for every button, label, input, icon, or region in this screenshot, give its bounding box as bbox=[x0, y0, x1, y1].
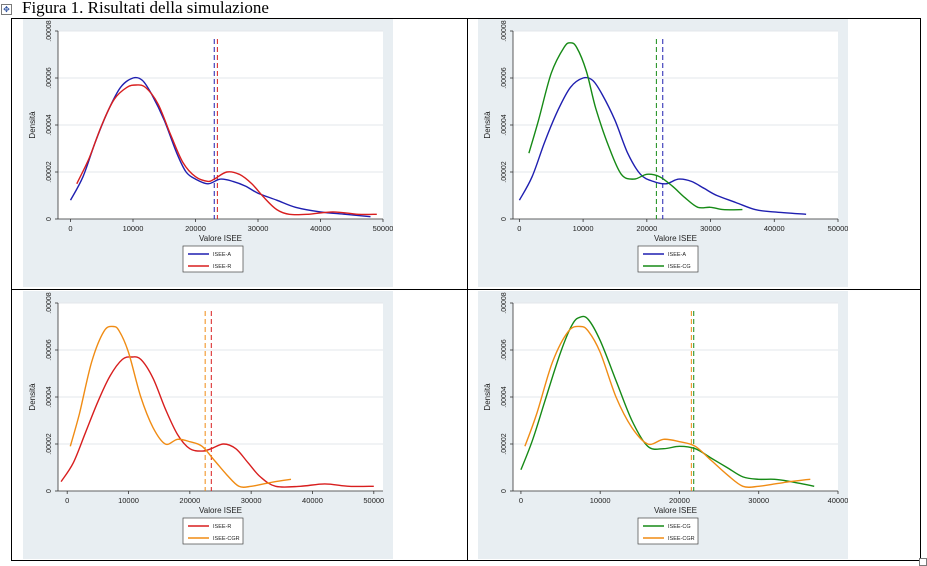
x-tick-label: 40000 bbox=[302, 496, 323, 505]
x-axis-title: Valore ISEE bbox=[654, 506, 697, 515]
y-tick-label: .00008 bbox=[46, 292, 53, 314]
series-line bbox=[60, 356, 374, 488]
legend-label: ISEE-CGR bbox=[668, 536, 695, 542]
y-tick-label: .00006 bbox=[501, 67, 508, 89]
x-tick-label: 20000 bbox=[185, 224, 206, 233]
y-tick-label: .00006 bbox=[46, 67, 53, 89]
legend: ISEE-A ISEE-R bbox=[182, 245, 244, 273]
y-tick-label: .00006 bbox=[46, 339, 53, 361]
x-tick-label: 40000 bbox=[310, 224, 331, 233]
x-axis-title: Valore ISEE bbox=[199, 234, 242, 243]
x-tick-label: 10000 bbox=[573, 224, 594, 233]
legend-label: ISEE-CG bbox=[668, 524, 691, 530]
y-axis-title: Densità bbox=[483, 383, 492, 411]
series-line bbox=[69, 325, 292, 488]
series-line bbox=[518, 76, 807, 215]
y-tick-label: .00008 bbox=[46, 20, 53, 42]
y-tick-label: 0 bbox=[501, 217, 508, 221]
legend-label: ISEE-R bbox=[213, 264, 231, 270]
x-tick-label: 30000 bbox=[700, 224, 721, 233]
x-tick-label: 0 bbox=[68, 224, 72, 233]
y-tick-label: .00002 bbox=[501, 161, 508, 183]
legend-label: ISEE-A bbox=[668, 252, 686, 258]
x-tick-label: 10000 bbox=[590, 496, 611, 505]
y-tick-label: .00004 bbox=[46, 114, 53, 136]
x-tick-label: 20000 bbox=[179, 496, 200, 505]
x-tick-label: 30000 bbox=[241, 496, 262, 505]
table-move-handle[interactable]: ✥ bbox=[1, 4, 12, 15]
y-tick-label: .00008 bbox=[501, 292, 508, 314]
x-tick-label: 50000 bbox=[828, 224, 848, 233]
y-axis-title: Densità bbox=[28, 383, 37, 411]
y-axis-title: Densità bbox=[28, 111, 37, 139]
y-tick-label: .00002 bbox=[46, 161, 53, 183]
chart-svg: 0 .00002 .00004 .00006 .00008 0 10000 20000 3000… bbox=[478, 19, 848, 287]
series-line bbox=[69, 76, 371, 218]
series-line bbox=[520, 315, 815, 487]
figure-caption: Figura 1. Risultati della simulazione bbox=[22, 0, 269, 17]
legend: ISEE-R ISEE-CGR bbox=[182, 517, 244, 545]
x-axis-title: Valore ISEE bbox=[199, 506, 242, 515]
legend: ISEE-A ISEE-CG bbox=[637, 245, 699, 273]
y-axis-title: Densità bbox=[483, 111, 492, 139]
x-tick-label: 30000 bbox=[748, 496, 769, 505]
x-tick-label: 40000 bbox=[764, 224, 785, 233]
x-tick-label: 50000 bbox=[363, 496, 384, 505]
y-tick-label: .00004 bbox=[501, 114, 508, 136]
y-tick-label: 0 bbox=[46, 489, 53, 493]
x-tick-label: 0 bbox=[517, 224, 521, 233]
chart-svg: 0 .00002 .00004 .00006 .00008 0 10000 20000 3000… bbox=[478, 291, 848, 559]
y-tick-label: .00008 bbox=[501, 20, 508, 42]
chart-panel-bottom-right: 0 .00002 .00004 .00006 .00008 0 10000 20000 3000… bbox=[478, 291, 848, 559]
y-tick-label: .00006 bbox=[501, 339, 508, 361]
legend-label: ISEE-CGR bbox=[213, 536, 240, 542]
x-tick-label: 20000 bbox=[636, 224, 657, 233]
chart-svg: 0 .00002 .00004 .00006 .00008 0 10000 20000 3000… bbox=[23, 291, 393, 559]
y-tick-label: 0 bbox=[46, 217, 53, 221]
legend-label: ISEE-R bbox=[213, 524, 231, 530]
y-tick-label: .00004 bbox=[501, 386, 508, 408]
x-axis-title: Valore ISEE bbox=[654, 234, 697, 243]
x-tick-label: 30000 bbox=[248, 224, 269, 233]
legend-box bbox=[182, 245, 244, 273]
legend-box bbox=[637, 517, 699, 545]
y-tick-label: 0 bbox=[501, 489, 508, 493]
x-tick-label: 10000 bbox=[118, 496, 139, 505]
legend: ISEE-CG ISEE-CGR bbox=[637, 517, 699, 545]
legend-label: ISEE-CG bbox=[668, 264, 691, 270]
y-tick-label: .00002 bbox=[501, 433, 508, 455]
x-tick-label: 50000 bbox=[373, 224, 393, 233]
x-tick-label: 20000 bbox=[669, 496, 690, 505]
legend-box bbox=[182, 517, 244, 545]
chart-panel-bottom-left: 0 .00002 .00004 .00006 .00008 0 10000 20000 3000… bbox=[23, 291, 393, 559]
chart-svg: 0 .00002 .00004 .00006 .00008 0 10000 20000 3000… bbox=[23, 19, 393, 287]
x-tick-label: 40000 bbox=[828, 496, 848, 505]
chart-panel-top-right: 0 .00002 .00004 .00006 .00008 0 10000 20000 3000… bbox=[478, 19, 848, 287]
series-line bbox=[528, 42, 743, 211]
x-tick-label: 0 bbox=[519, 496, 523, 505]
series-line bbox=[76, 84, 377, 216]
y-tick-label: .00004 bbox=[46, 386, 53, 408]
legend-box bbox=[637, 245, 699, 273]
series-line bbox=[524, 325, 811, 488]
x-tick-label: 10000 bbox=[123, 224, 144, 233]
x-tick-label: 0 bbox=[65, 496, 69, 505]
legend-label: ISEE-A bbox=[213, 252, 231, 258]
chart-panel-top-left: 0 .00002 .00004 .00006 .00008 0 10000 20000 3000… bbox=[23, 19, 393, 287]
table-divider-horizontal bbox=[11, 289, 921, 290]
y-tick-label: .00002 bbox=[46, 433, 53, 455]
